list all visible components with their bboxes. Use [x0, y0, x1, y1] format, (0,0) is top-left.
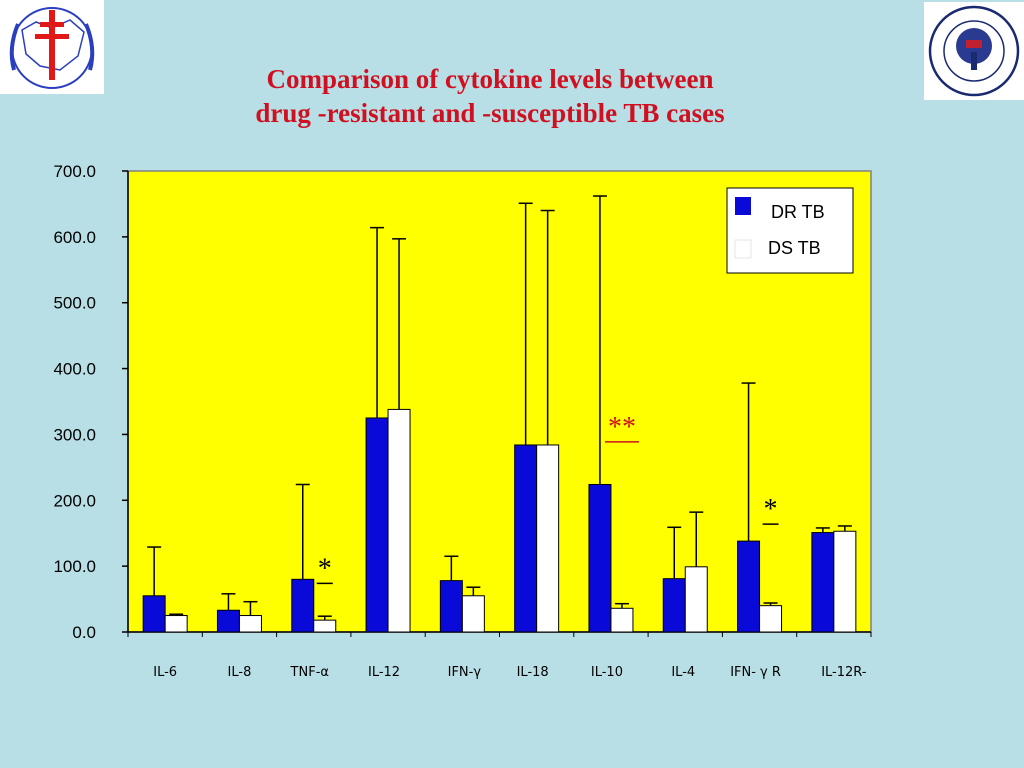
y-tick-label: 700.0 — [53, 162, 96, 181]
bar-ds-tb — [684, 566, 708, 633]
bar-dr-tb — [588, 483, 612, 633]
bar-ds-tb — [313, 619, 337, 633]
y-tick-label: 400.0 — [53, 360, 96, 379]
significance-marker: * — [318, 553, 332, 584]
bar-ds-tb — [610, 607, 634, 633]
bar-ds-tb — [536, 444, 560, 633]
x-category-label: IL-12 — [368, 665, 400, 680]
legend-label-ds-tb: DS TB — [768, 238, 821, 258]
y-tick-label: 0.0 — [72, 623, 96, 642]
x-category-label: IL-18 — [517, 665, 549, 680]
title-line-1: Comparison of cytokine levels between — [266, 64, 714, 94]
y-tick-label: 300.0 — [53, 425, 96, 444]
legend: DR TB DS TB — [726, 187, 854, 274]
significance-marker: * — [764, 494, 778, 525]
x-category-label: IFN- γ R — [730, 665, 781, 680]
bar-ds-tb — [759, 605, 783, 633]
y-tick-label: 200.0 — [53, 491, 96, 510]
title-line-2: drug -resistant and -susceptible TB case… — [255, 98, 725, 128]
y-tick-label: 500.0 — [53, 294, 96, 313]
y-tick-label: 100.0 — [53, 557, 96, 576]
x-category-label: IL-4 — [671, 665, 695, 680]
x-category-label: IL-8 — [228, 665, 252, 680]
legend-swatch-ds-tb — [734, 239, 752, 259]
bar-dr-tb — [662, 578, 686, 633]
page-title: Comparison of cytokine levels between dr… — [150, 62, 830, 130]
bar-dr-tb — [737, 540, 761, 633]
bar-dr-tb — [439, 580, 463, 633]
bar-dr-tb — [365, 417, 389, 633]
significance-marker: ** — [608, 412, 636, 443]
bar-ds-tb — [387, 408, 411, 633]
y-tick-label: 600.0 — [53, 228, 96, 247]
bar-dr-tb — [216, 609, 240, 633]
bar-ds-tb — [461, 595, 485, 633]
x-category-label: IFN-γ — [448, 665, 482, 680]
bar-ds-tb — [238, 615, 262, 633]
x-category-label: TNF-α — [290, 665, 329, 680]
double-barred-cross-emblem-icon — [0, 0, 104, 94]
x-category-label: IL-6 — [153, 665, 177, 680]
kyoto-university-seal-icon — [924, 2, 1024, 100]
legend-swatch-dr-tb — [735, 197, 751, 215]
bar-dr-tb — [514, 444, 538, 633]
bar-ds-tb — [833, 530, 857, 633]
bar-dr-tb — [142, 595, 166, 633]
legend-label-dr-tb: DR TB — [771, 202, 825, 222]
x-category-label: IL-12R- — [821, 665, 867, 680]
bar-ds-tb — [164, 615, 188, 633]
x-category-label: IL-10 — [591, 665, 623, 680]
bar-dr-tb — [291, 578, 315, 633]
bar-dr-tb — [811, 532, 835, 633]
